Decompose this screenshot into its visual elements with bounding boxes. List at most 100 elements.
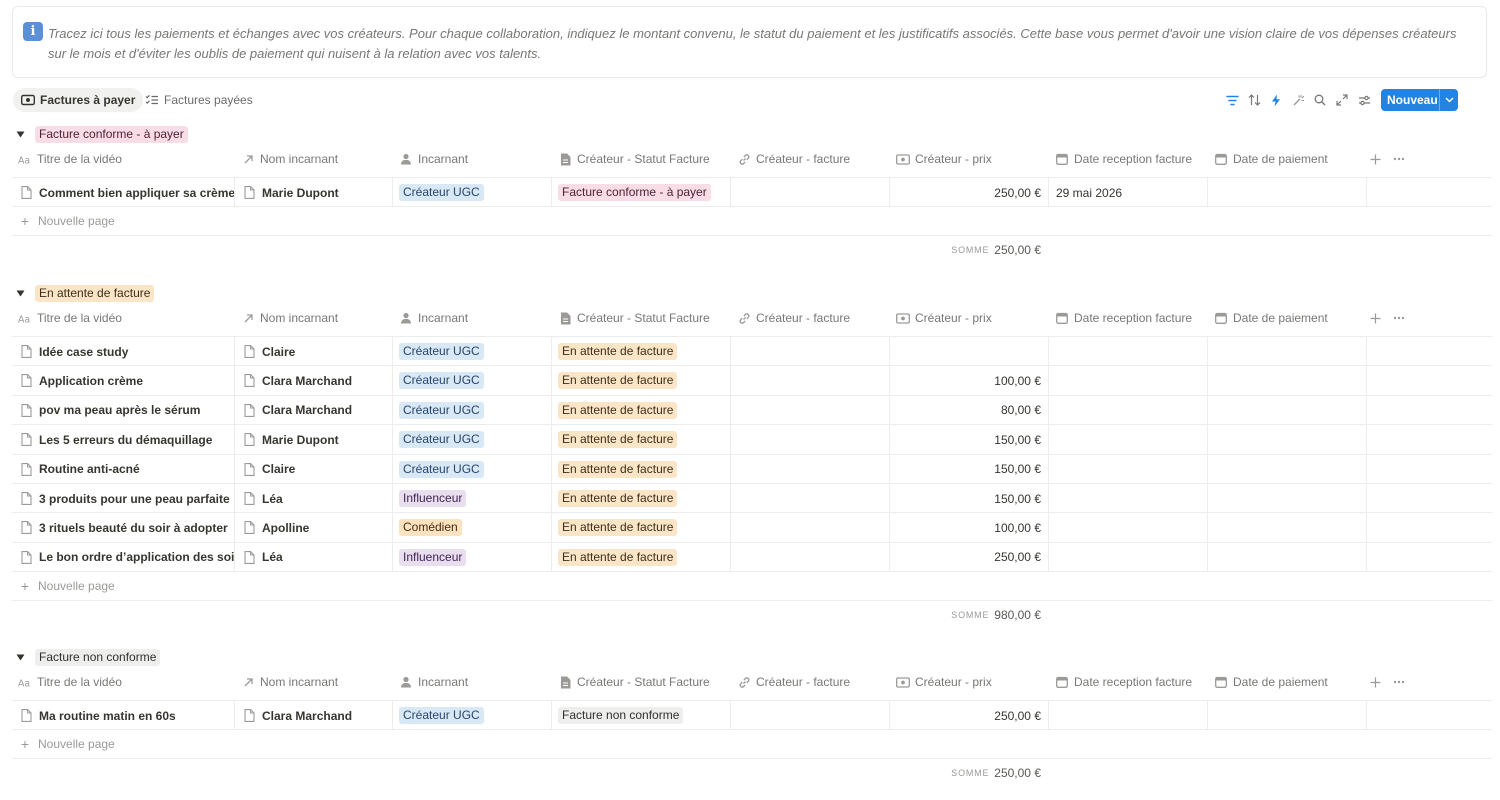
invoice-file-cell[interactable] <box>731 484 890 513</box>
group-header[interactable]: Facture non conforme <box>14 647 161 667</box>
new-page-button[interactable]: + Nouvelle page <box>12 729 1492 760</box>
price-cell[interactable]: 150,00 € <box>890 454 1049 484</box>
chevron-down-icon[interactable] <box>1440 97 1458 103</box>
invoice-status-cell[interactable]: Facture conforme - à payer <box>552 178 731 207</box>
column-header[interactable]: Incarnant <box>399 144 468 174</box>
new-page-button[interactable]: + Nouvelle page <box>12 571 1492 602</box>
date-received-cell[interactable] <box>1049 454 1208 484</box>
video-title-cell[interactable]: Le bon ordre d’application des soins <box>12 542 235 572</box>
invoice-file-cell[interactable] <box>731 366 890 396</box>
video-title-cell[interactable]: pov ma peau après le sérum <box>12 395 235 425</box>
triangle-down-icon[interactable] <box>14 287 26 299</box>
add-column-icon[interactable] <box>1370 667 1381 697</box>
column-header[interactable]: Créateur - prix <box>896 303 992 333</box>
column-header[interactable]: Aa Titre de la vidéo <box>18 667 122 697</box>
creator-name-cell[interactable]: Clara Marchand <box>235 395 393 425</box>
invoice-file-cell[interactable] <box>731 395 890 425</box>
price-cell[interactable]: 100,00 € <box>890 513 1049 543</box>
table-row[interactable]: Ma routine matin en 60s Clara Marchand Cré… <box>12 700 1492 730</box>
triangle-down-icon[interactable] <box>14 128 26 140</box>
date-received-cell[interactable] <box>1049 513 1208 543</box>
invoice-file-cell[interactable] <box>731 425 890 455</box>
video-title-cell[interactable]: 3 produits pour une peau parfaite <box>12 484 235 513</box>
date-received-cell[interactable] <box>1049 366 1208 396</box>
column-header[interactable]: Incarnant <box>399 667 468 697</box>
invoice-status-cell[interactable]: En attente de facture <box>552 337 731 366</box>
invoice-status-cell[interactable]: En attente de facture <box>552 484 731 513</box>
table-row[interactable]: Les 5 erreurs du démaquillage Marie Dupon… <box>12 424 1492 455</box>
price-sum[interactable]: SOMME 980,00 € <box>951 600 1041 630</box>
column-header[interactable]: Incarnant <box>399 303 468 333</box>
table-row[interactable]: Comment bien appliquer sa crème Marie Dup… <box>12 177 1492 207</box>
role-cell[interactable]: Influenceur <box>393 542 552 572</box>
price-cell[interactable]: 100,00 € <box>890 366 1049 396</box>
creator-name-cell[interactable]: Apolline <box>235 513 393 543</box>
date-received-cell[interactable]: 29 mai 2026 <box>1049 178 1208 207</box>
date-paid-cell[interactable] <box>1208 484 1367 513</box>
invoice-status-cell[interactable]: Facture non conforme <box>552 701 731 730</box>
creator-name-cell[interactable]: Marie Dupont <box>235 178 393 207</box>
tab-factures-payees[interactable]: Factures payées <box>137 88 261 112</box>
table-row[interactable]: Routine anti-acné Claire Créateur UGC En at… <box>12 453 1492 484</box>
invoice-status-cell[interactable]: En attente de facture <box>552 454 731 484</box>
date-received-cell[interactable] <box>1049 337 1208 366</box>
price-cell[interactable]: 250,00 € <box>890 178 1049 207</box>
invoice-file-cell[interactable] <box>731 513 890 543</box>
date-paid-cell[interactable] <box>1208 366 1367 396</box>
group-header[interactable]: En attente de facture <box>14 283 155 303</box>
date-paid-cell[interactable] <box>1208 425 1367 455</box>
video-title-cell[interactable]: 3 rituels beauté du soir à adopter <box>12 513 235 543</box>
date-paid-cell[interactable] <box>1208 542 1367 572</box>
price-cell[interactable]: 250,00 € <box>890 701 1049 730</box>
role-cell[interactable]: Créateur UGC <box>393 395 552 425</box>
column-header[interactable]: Créateur - prix <box>896 667 992 697</box>
creator-name-cell[interactable]: Claire <box>235 454 393 484</box>
role-cell[interactable]: Créateur UGC <box>393 337 552 366</box>
column-header[interactable]: Nom incarnant <box>241 303 338 333</box>
price-cell[interactable]: 150,00 € <box>890 425 1049 455</box>
price-sum[interactable]: SOMME 250,00 € <box>951 235 1041 265</box>
search-icon[interactable] <box>1312 92 1328 108</box>
column-header[interactable]: Créateur - Statut Facture <box>558 667 710 697</box>
invoice-file-cell[interactable] <box>731 178 890 207</box>
creator-name-cell[interactable]: Clara Marchand <box>235 366 393 396</box>
date-paid-cell[interactable] <box>1208 337 1367 366</box>
sort-icon[interactable] <box>1246 92 1262 108</box>
creator-name-cell[interactable]: Léa <box>235 484 393 513</box>
more-options-icon[interactable] <box>1393 144 1405 174</box>
video-title-cell[interactable]: Routine anti-acné <box>12 454 235 484</box>
invoice-status-cell[interactable]: En attente de facture <box>552 513 731 543</box>
date-paid-cell[interactable] <box>1208 513 1367 543</box>
invoice-file-cell[interactable] <box>731 337 890 366</box>
wand-icon[interactable] <box>1290 92 1306 108</box>
date-received-cell[interactable] <box>1049 395 1208 425</box>
video-title-cell[interactable]: Idée case study <box>12 337 235 366</box>
video-title-cell[interactable]: Les 5 erreurs du démaquillage <box>12 425 235 455</box>
new-button[interactable]: Nouveau <box>1381 89 1458 111</box>
role-cell[interactable]: Créateur UGC <box>393 425 552 455</box>
table-row[interactable]: 3 produits pour une peau parfaite Léa Infl… <box>12 483 1492 513</box>
table-row[interactable]: 3 rituels beauté du soir à adopter Apolli… <box>12 512 1492 543</box>
column-header[interactable]: Date reception facture <box>1055 144 1192 174</box>
table-row[interactable]: Le bon ordre d’application des soins Léa I… <box>12 541 1492 572</box>
role-cell[interactable]: Comédien <box>393 513 552 543</box>
filter-icon[interactable] <box>1224 92 1240 108</box>
column-header[interactable]: Date reception facture <box>1055 667 1192 697</box>
column-header[interactable]: Créateur - Statut Facture <box>558 144 710 174</box>
column-header[interactable]: Créateur - facture <box>737 303 850 333</box>
more-options-icon[interactable] <box>1393 303 1405 333</box>
table-row[interactable]: pov ma peau après le sérum Clara Marchand… <box>12 394 1492 425</box>
creator-name-cell[interactable]: Léa <box>235 542 393 572</box>
price-cell[interactable] <box>890 337 1049 366</box>
invoice-status-cell[interactable]: En attente de facture <box>552 395 731 425</box>
column-header[interactable]: Date de paiement <box>1214 303 1328 333</box>
video-title-cell[interactable]: Comment bien appliquer sa crème <box>12 178 235 207</box>
column-header[interactable]: Date de paiement <box>1214 144 1328 174</box>
column-header[interactable]: Nom incarnant <box>241 144 338 174</box>
column-header[interactable]: Date reception facture <box>1055 303 1192 333</box>
column-header[interactable]: Aa Titre de la vidéo <box>18 303 122 333</box>
invoice-status-cell[interactable]: En attente de facture <box>552 542 731 572</box>
settings-icon[interactable] <box>1356 92 1372 108</box>
role-cell[interactable]: Créateur UGC <box>393 701 552 730</box>
invoice-file-cell[interactable] <box>731 454 890 484</box>
